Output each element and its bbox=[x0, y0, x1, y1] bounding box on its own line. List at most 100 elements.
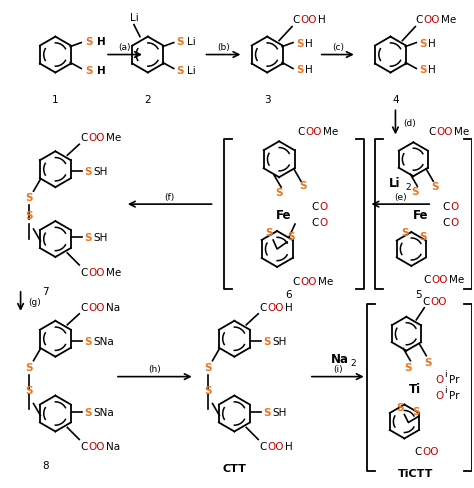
Text: 6: 6 bbox=[286, 289, 292, 299]
Text: i: i bbox=[444, 369, 447, 378]
Text: OO: OO bbox=[423, 15, 440, 24]
Text: C: C bbox=[422, 296, 429, 306]
Text: S: S bbox=[287, 231, 295, 242]
Text: O: O bbox=[450, 202, 458, 212]
Text: H: H bbox=[305, 39, 313, 48]
Text: S: S bbox=[299, 181, 307, 191]
Text: (d): (d) bbox=[403, 119, 416, 127]
Text: S: S bbox=[84, 336, 91, 346]
Text: S: S bbox=[263, 407, 271, 417]
Text: C: C bbox=[80, 442, 88, 451]
Text: H: H bbox=[97, 37, 106, 46]
Text: S: S bbox=[25, 362, 32, 372]
Text: S: S bbox=[296, 65, 303, 75]
Text: S: S bbox=[431, 182, 439, 192]
Text: (i): (i) bbox=[333, 365, 343, 373]
Text: Fe: Fe bbox=[276, 208, 292, 221]
Text: (f): (f) bbox=[164, 192, 175, 201]
Text: 5: 5 bbox=[415, 289, 422, 299]
Text: S: S bbox=[85, 37, 93, 46]
Text: 1: 1 bbox=[52, 95, 59, 105]
Text: OO: OO bbox=[300, 276, 317, 286]
Text: CTT: CTT bbox=[222, 464, 246, 473]
Text: OO: OO bbox=[88, 302, 105, 312]
Text: S: S bbox=[204, 385, 211, 395]
Text: 2: 2 bbox=[405, 183, 411, 191]
Text: S: S bbox=[177, 66, 184, 76]
Text: C: C bbox=[428, 127, 436, 137]
Text: SH: SH bbox=[93, 167, 108, 177]
Text: OO: OO bbox=[88, 133, 105, 143]
Text: H: H bbox=[428, 65, 436, 75]
Text: S: S bbox=[411, 187, 419, 197]
Text: OO: OO bbox=[422, 447, 439, 456]
Text: S: S bbox=[84, 167, 91, 177]
Text: 8: 8 bbox=[42, 460, 49, 470]
Text: O: O bbox=[319, 218, 327, 227]
Text: SH: SH bbox=[93, 233, 108, 243]
Text: (a): (a) bbox=[118, 43, 131, 52]
Text: S: S bbox=[25, 385, 32, 395]
Text: C: C bbox=[415, 15, 423, 24]
Text: S: S bbox=[265, 227, 273, 238]
Text: Me: Me bbox=[323, 127, 338, 137]
Text: S: S bbox=[84, 407, 91, 417]
Text: S: S bbox=[204, 362, 211, 372]
Text: S: S bbox=[84, 233, 91, 243]
Text: S: S bbox=[275, 188, 283, 198]
Text: Me: Me bbox=[454, 127, 469, 137]
Text: C: C bbox=[259, 442, 266, 451]
Text: S: S bbox=[25, 211, 32, 221]
Text: OO: OO bbox=[88, 267, 105, 277]
Text: Pr: Pr bbox=[449, 374, 460, 384]
Text: Me: Me bbox=[106, 267, 121, 277]
Text: SH: SH bbox=[272, 407, 286, 417]
Text: TiCTT: TiCTT bbox=[398, 468, 433, 478]
Text: H: H bbox=[305, 65, 313, 75]
Text: OO: OO bbox=[88, 442, 105, 451]
Text: C: C bbox=[297, 127, 304, 137]
Text: S: S bbox=[405, 362, 412, 372]
Text: Li: Li bbox=[389, 176, 400, 189]
Text: Me: Me bbox=[441, 15, 456, 24]
Text: H: H bbox=[285, 302, 293, 312]
Text: 4: 4 bbox=[392, 95, 399, 105]
Text: C: C bbox=[414, 447, 422, 456]
Text: C: C bbox=[80, 267, 88, 277]
Text: 7: 7 bbox=[42, 286, 49, 296]
Text: SH: SH bbox=[272, 336, 286, 346]
Text: 2: 2 bbox=[351, 358, 356, 367]
Text: Pr: Pr bbox=[449, 390, 460, 400]
Text: H: H bbox=[97, 66, 106, 76]
Text: 3: 3 bbox=[264, 95, 271, 105]
Text: S: S bbox=[412, 406, 420, 416]
Text: OO: OO bbox=[267, 302, 283, 312]
Text: Li: Li bbox=[129, 13, 138, 22]
Text: OO: OO bbox=[436, 127, 453, 137]
Text: O: O bbox=[319, 202, 327, 212]
Text: (c): (c) bbox=[332, 43, 344, 52]
Text: C: C bbox=[311, 218, 319, 227]
Text: S: S bbox=[85, 66, 93, 76]
Text: SNa: SNa bbox=[93, 407, 114, 417]
Text: (g): (g) bbox=[28, 297, 41, 306]
Text: H: H bbox=[428, 39, 436, 48]
Text: SNa: SNa bbox=[93, 336, 114, 346]
Text: C: C bbox=[80, 302, 88, 312]
Text: Fe: Fe bbox=[412, 208, 428, 221]
Text: S: S bbox=[263, 336, 271, 346]
Text: O: O bbox=[450, 218, 458, 227]
Text: Li: Li bbox=[187, 66, 195, 76]
Text: C: C bbox=[259, 302, 266, 312]
Text: (h): (h) bbox=[148, 365, 161, 373]
Text: S: S bbox=[401, 227, 409, 238]
Text: C: C bbox=[292, 15, 300, 24]
Text: H: H bbox=[318, 15, 326, 24]
Text: C: C bbox=[442, 218, 449, 227]
Text: OO: OO bbox=[305, 127, 321, 137]
Text: Na: Na bbox=[106, 302, 120, 312]
Text: OO: OO bbox=[300, 15, 317, 24]
Text: S: S bbox=[419, 39, 427, 48]
Text: C: C bbox=[442, 202, 449, 212]
Text: C: C bbox=[311, 202, 319, 212]
